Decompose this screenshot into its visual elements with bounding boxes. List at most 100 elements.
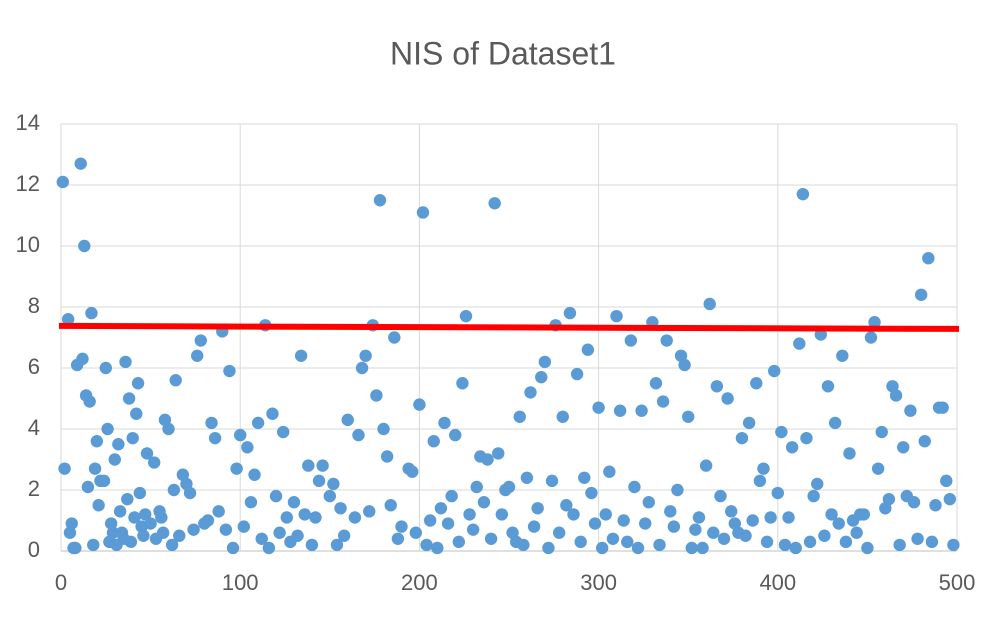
point	[76, 352, 89, 366]
point	[291, 529, 304, 542]
point	[735, 431, 749, 445]
point	[671, 483, 684, 497]
point	[133, 486, 147, 500]
point	[563, 306, 577, 320]
point	[685, 541, 698, 555]
point	[678, 358, 691, 372]
point	[416, 206, 430, 219]
point	[262, 541, 276, 555]
chart-title: NIS of Dataset1	[390, 35, 616, 71]
point	[696, 541, 709, 555]
point	[277, 425, 290, 439]
point	[800, 431, 813, 445]
y-tick-label: 14	[16, 110, 40, 135]
point	[255, 532, 268, 545]
point	[725, 505, 738, 518]
point	[101, 422, 114, 436]
point	[524, 386, 537, 399]
points	[56, 157, 960, 555]
point	[359, 349, 372, 362]
point	[58, 462, 71, 475]
point	[130, 407, 143, 420]
y-tick-label: 10	[16, 232, 40, 257]
point	[592, 401, 605, 414]
point	[778, 538, 792, 552]
point	[449, 428, 462, 442]
point	[922, 252, 935, 265]
point	[119, 355, 132, 369]
point	[355, 361, 369, 375]
point	[839, 535, 853, 549]
point	[897, 441, 910, 454]
point	[556, 410, 569, 423]
point	[768, 364, 781, 378]
point	[789, 541, 802, 555]
point	[126, 431, 139, 445]
point	[380, 450, 394, 463]
point	[499, 483, 512, 497]
reference-line	[58, 322, 960, 332]
point	[470, 480, 483, 494]
point	[796, 187, 810, 201]
point	[441, 517, 455, 530]
point	[617, 514, 630, 527]
x-tick-label: 500	[939, 570, 976, 595]
point	[513, 410, 526, 423]
point	[466, 523, 480, 536]
point	[613, 404, 627, 417]
point	[99, 361, 113, 375]
point	[703, 297, 716, 311]
point	[153, 505, 166, 518]
point	[78, 239, 91, 253]
point	[746, 514, 759, 527]
point	[237, 520, 250, 533]
point	[208, 431, 222, 445]
point	[828, 416, 842, 430]
point	[717, 532, 731, 545]
point	[782, 511, 795, 524]
point	[517, 538, 530, 552]
point	[156, 526, 170, 539]
point	[269, 489, 283, 503]
point	[495, 508, 509, 521]
point	[251, 416, 265, 430]
point	[112, 438, 125, 451]
point	[128, 511, 141, 524]
point	[173, 529, 186, 542]
point	[121, 492, 134, 506]
point	[567, 508, 580, 521]
point	[527, 520, 541, 533]
point	[327, 477, 340, 491]
point	[836, 349, 849, 362]
point	[165, 538, 179, 552]
point	[373, 194, 387, 207]
point	[692, 511, 706, 524]
point	[212, 505, 225, 518]
point	[190, 349, 204, 362]
point	[879, 502, 892, 515]
point	[803, 535, 817, 549]
point	[739, 529, 752, 542]
point	[875, 425, 888, 439]
point	[294, 349, 308, 362]
point	[244, 496, 258, 509]
point	[183, 486, 197, 500]
point	[323, 489, 336, 503]
point	[542, 541, 555, 555]
point	[947, 538, 960, 552]
point	[140, 447, 154, 460]
point	[914, 288, 928, 301]
point	[139, 508, 152, 521]
point	[649, 377, 663, 390]
point	[337, 529, 351, 542]
x-tick-label: 100	[222, 570, 259, 595]
point	[423, 514, 437, 527]
point	[775, 425, 788, 439]
point	[585, 486, 598, 500]
point	[226, 541, 240, 555]
point	[570, 367, 584, 381]
point	[846, 514, 860, 527]
point	[88, 462, 102, 475]
point	[434, 502, 448, 515]
point	[309, 511, 322, 524]
